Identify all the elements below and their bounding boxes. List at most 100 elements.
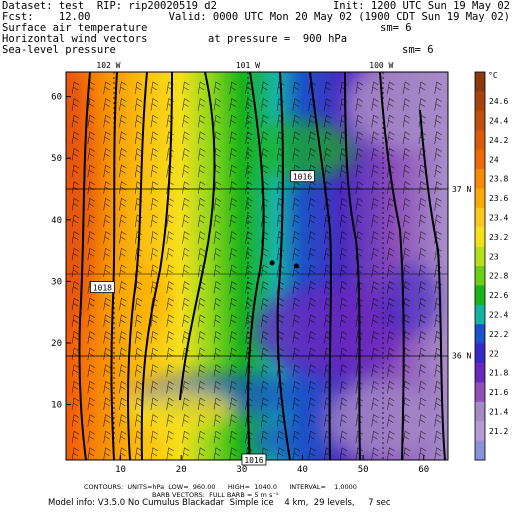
wind-barb [245, 297, 253, 311]
wind-barb [402, 148, 411, 161]
wind-barb [150, 430, 159, 444]
wind-barb [245, 214, 253, 228]
colorbar-swatch [475, 149, 485, 170]
wind-barb [324, 297, 332, 311]
wind-barb [371, 247, 379, 261]
wind-barb [434, 81, 442, 95]
wind-barb [229, 214, 237, 228]
wind-barb [434, 397, 442, 411]
colorbar-label: 24 [489, 155, 499, 164]
wind-barb [387, 114, 395, 128]
wind-barb [213, 264, 222, 277]
wind-barb [103, 81, 111, 95]
wind-barb [103, 114, 111, 128]
wind-barb [71, 148, 80, 161]
wind-barb [103, 397, 111, 411]
wind-barb [119, 397, 127, 411]
wind-barb [402, 281, 411, 294]
wind-barb [402, 131, 411, 144]
station-dot [293, 263, 299, 269]
wind-barb [292, 247, 300, 261]
wind-barb [119, 131, 127, 144]
wind-barb [119, 247, 127, 261]
wind-barb [245, 98, 253, 111]
colorbar-label: 22.6 [489, 291, 508, 300]
wind-barb [71, 214, 80, 228]
wind-barb [371, 148, 379, 161]
wind-barb [119, 264, 127, 277]
wind-barb [150, 414, 159, 427]
wind-barb [371, 81, 379, 95]
isobar [140, 72, 173, 460]
wind-barb [402, 197, 411, 211]
wind-barb [371, 131, 379, 144]
wind-barb [434, 214, 442, 228]
colorbar-label: 23.4 [489, 214, 508, 223]
colorbar-swatch [475, 207, 485, 228]
wind-barb [134, 430, 143, 444]
wind-barb [418, 98, 427, 111]
wind-barb [260, 397, 269, 411]
wind-barb [213, 114, 222, 128]
wind-barb [166, 397, 174, 411]
wind-barb [371, 430, 379, 444]
isobar-labels: 1018 1016 1016 [89, 170, 315, 466]
wind-barb [339, 214, 348, 228]
wind-barb [434, 114, 442, 128]
wind-barb [150, 247, 159, 261]
wind-barb [197, 197, 206, 211]
wind-barb [324, 264, 332, 277]
wind-barb [134, 164, 143, 178]
wind-barb [387, 131, 395, 144]
wind-barb [150, 264, 159, 277]
wind-barb [387, 297, 395, 311]
wind-barb [355, 164, 363, 178]
wind-barb [387, 197, 395, 211]
wind-barb [418, 330, 427, 344]
wind-barb [355, 214, 363, 228]
wind-barb [166, 330, 174, 344]
wind-barb [324, 114, 332, 128]
wind-barb [371, 364, 379, 377]
wind-barb [197, 330, 206, 344]
colorbar-swatch [475, 188, 485, 209]
wind-barb [166, 214, 174, 228]
colorbar-swatch [475, 304, 485, 325]
wind-barb [119, 197, 127, 211]
wind-barb [87, 264, 95, 277]
wind-barb [119, 114, 127, 128]
wind-barb [182, 414, 190, 427]
wind-barb [371, 447, 379, 460]
wind-barb [213, 231, 222, 244]
wind-barb [166, 247, 174, 261]
wind-barb [71, 164, 80, 178]
wind-barb [213, 98, 222, 111]
wind-barb [103, 131, 111, 144]
wind-barb [371, 214, 379, 228]
x-tick-label: 10 [115, 465, 126, 475]
wind-barb [103, 380, 111, 394]
wind-barb [150, 314, 159, 327]
colorbar-label: 24.6 [489, 97, 508, 106]
wind-barb [71, 247, 80, 261]
wind-barb [276, 447, 285, 460]
wind-barb [402, 264, 411, 277]
wind-barb [182, 114, 190, 128]
wind-barb [339, 314, 348, 327]
wind-barb [119, 98, 127, 111]
wind-barb [339, 281, 348, 294]
wind-barb [371, 264, 379, 277]
wind-barb [182, 281, 190, 294]
wind-barb [197, 98, 206, 111]
wind-barb [292, 397, 300, 411]
wind-barb [260, 98, 269, 111]
wind-barb [71, 397, 80, 411]
wind-barb [166, 447, 174, 460]
wind-barb [87, 131, 95, 144]
wind-barb [87, 247, 95, 261]
wind-barb [371, 414, 379, 427]
wind-barb [197, 131, 206, 144]
wind-barb [213, 380, 222, 394]
wind-barb [308, 380, 316, 394]
wind-barb [324, 164, 332, 178]
